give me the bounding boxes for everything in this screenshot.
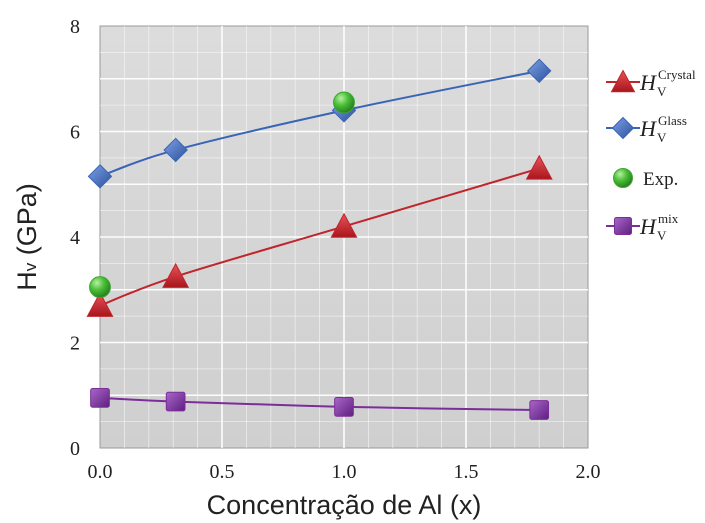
legend-item: Exp. <box>613 168 678 190</box>
legend-item: H V Crystal <box>606 67 696 99</box>
data-point-triangle <box>86 291 114 317</box>
legend-marker-triangle <box>610 69 636 93</box>
series-lines <box>99 69 540 412</box>
series-line <box>99 396 540 412</box>
data-point-triangle <box>330 212 358 238</box>
y-axis-title-rest: (GPa) <box>12 183 42 263</box>
legend-label-sub: V <box>657 228 667 243</box>
x-axis-title: Concentração de Al (x) <box>207 490 482 520</box>
x-tick-label: 0.0 <box>88 461 113 483</box>
y-tick-label: 6 <box>70 122 80 144</box>
series-line <box>99 69 540 178</box>
data-point-circle <box>333 91 355 114</box>
legend-label: H <box>639 116 657 141</box>
y-axis-title-sub: v <box>21 262 40 271</box>
y-axis-title-main: H <box>12 271 42 291</box>
x-tick-label: 1.0 <box>332 461 357 483</box>
svg-text:Hv (GPa): Hv (GPa) <box>12 183 42 291</box>
tick-labels: 0.0 0.5 1.0 1.5 2.0 0 2 4 6 8 <box>70 16 601 483</box>
legend-marker-diamond <box>611 116 635 140</box>
data-point-circle <box>89 276 111 299</box>
x-tick-label: 1.5 <box>454 461 479 483</box>
legend-label-sub: V <box>657 130 667 145</box>
legend-label-sup: Glass <box>658 113 687 128</box>
data-point-triangle <box>525 154 553 180</box>
series-line <box>99 167 540 307</box>
legend-label-sup: Crystal <box>658 67 696 82</box>
legend-marker-square <box>614 217 632 235</box>
x-tick-label: 0.5 <box>210 461 235 483</box>
legend-marker-circle <box>613 168 633 188</box>
legend-label: Exp. <box>643 169 678 190</box>
y-tick-label: 8 <box>70 16 80 38</box>
y-tick-label: 4 <box>70 227 80 249</box>
legend-label-sub: V <box>657 84 667 99</box>
x-tick-label: 2.0 <box>576 461 601 483</box>
data-point-diamond <box>526 58 552 84</box>
legend-label-sup: mix <box>658 211 679 226</box>
series-markers <box>86 58 553 420</box>
data-point-square <box>165 391 186 412</box>
legend-item: H V Glass <box>606 113 687 145</box>
y-axis-title: Hv (GPa) <box>12 183 42 291</box>
data-point-square <box>90 388 110 408</box>
data-point-square <box>334 397 354 417</box>
legend-label: H <box>639 214 657 239</box>
data-point-diamond <box>87 164 113 189</box>
data-point-square <box>529 400 550 420</box>
y-tick-label: 2 <box>70 333 80 355</box>
y-tick-label: 0 <box>70 438 80 460</box>
data-point-triangle <box>162 262 190 288</box>
data-point-diamond <box>163 137 188 163</box>
legend-label: H <box>639 70 657 95</box>
